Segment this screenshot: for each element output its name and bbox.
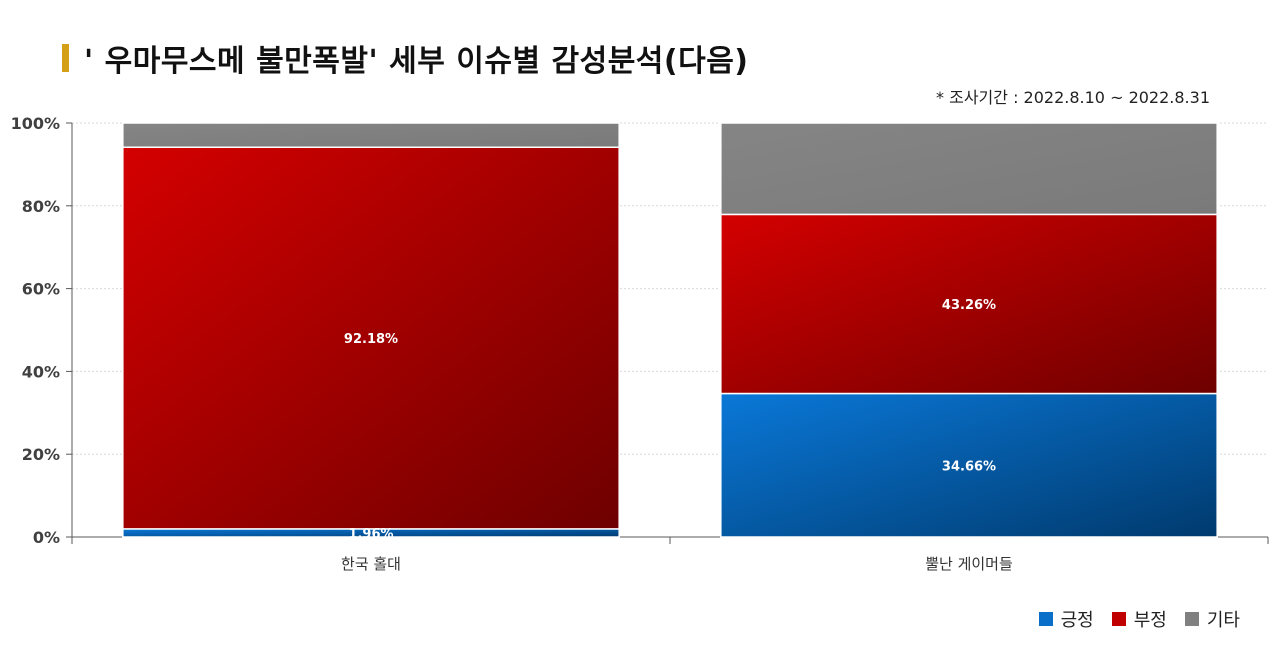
- y-tick-label: 40%: [22, 362, 60, 381]
- y-tick-label: 0%: [33, 528, 60, 547]
- bar-segment-negative: [720, 213, 1218, 395]
- legend-item-other: 기타: [1184, 606, 1240, 632]
- legend-swatch-positive: [1038, 612, 1053, 626]
- survey-period: * 조사기간 : 2022.8.10 ~ 2022.8.31: [936, 88, 1210, 107]
- stacked-bar-chart: 0% 20% 40% 60% 80% 100% 1.96% 92.18% 한국 홀대 34.66%…: [11, 114, 1269, 573]
- bar-segment-negative: [122, 146, 620, 530]
- legend-label-other: 기타: [1206, 610, 1240, 631]
- title-accent-bar: [62, 44, 69, 72]
- legend-swatch-negative: [1111, 612, 1126, 626]
- y-tick-label: 20%: [22, 445, 60, 464]
- x-category-label: 한국 홀대: [341, 555, 401, 573]
- y-tick-label: 60%: [22, 280, 60, 299]
- data-label-negative: 92.18%: [344, 332, 398, 347]
- y-tick-label: 80%: [22, 197, 60, 216]
- bar-segment-positive: [720, 392, 1218, 538]
- legend-item-positive: 긍정: [1038, 606, 1094, 632]
- legend-label-negative: 부정: [1133, 610, 1167, 631]
- legend-item-negative: 부정: [1111, 606, 1167, 632]
- chart-title: ' 우마무스메 불만폭발' 세부 이슈별 감성분석(다음): [84, 44, 749, 79]
- legend-swatch-other: [1184, 612, 1199, 626]
- bar-segment-other: [720, 122, 1218, 216]
- data-label-negative: 43.26%: [942, 298, 996, 313]
- data-label-positive: 34.66%: [942, 459, 996, 474]
- chart-legend: 긍정 부정 기타: [1038, 606, 1240, 632]
- y-tick-label: 100%: [11, 114, 60, 133]
- bar-segment-other: [122, 122, 620, 149]
- x-category-label: 뿔난 게이머들: [925, 555, 1013, 573]
- legend-label-positive: 긍정: [1060, 610, 1094, 631]
- data-label-positive: 1.96%: [348, 527, 393, 542]
